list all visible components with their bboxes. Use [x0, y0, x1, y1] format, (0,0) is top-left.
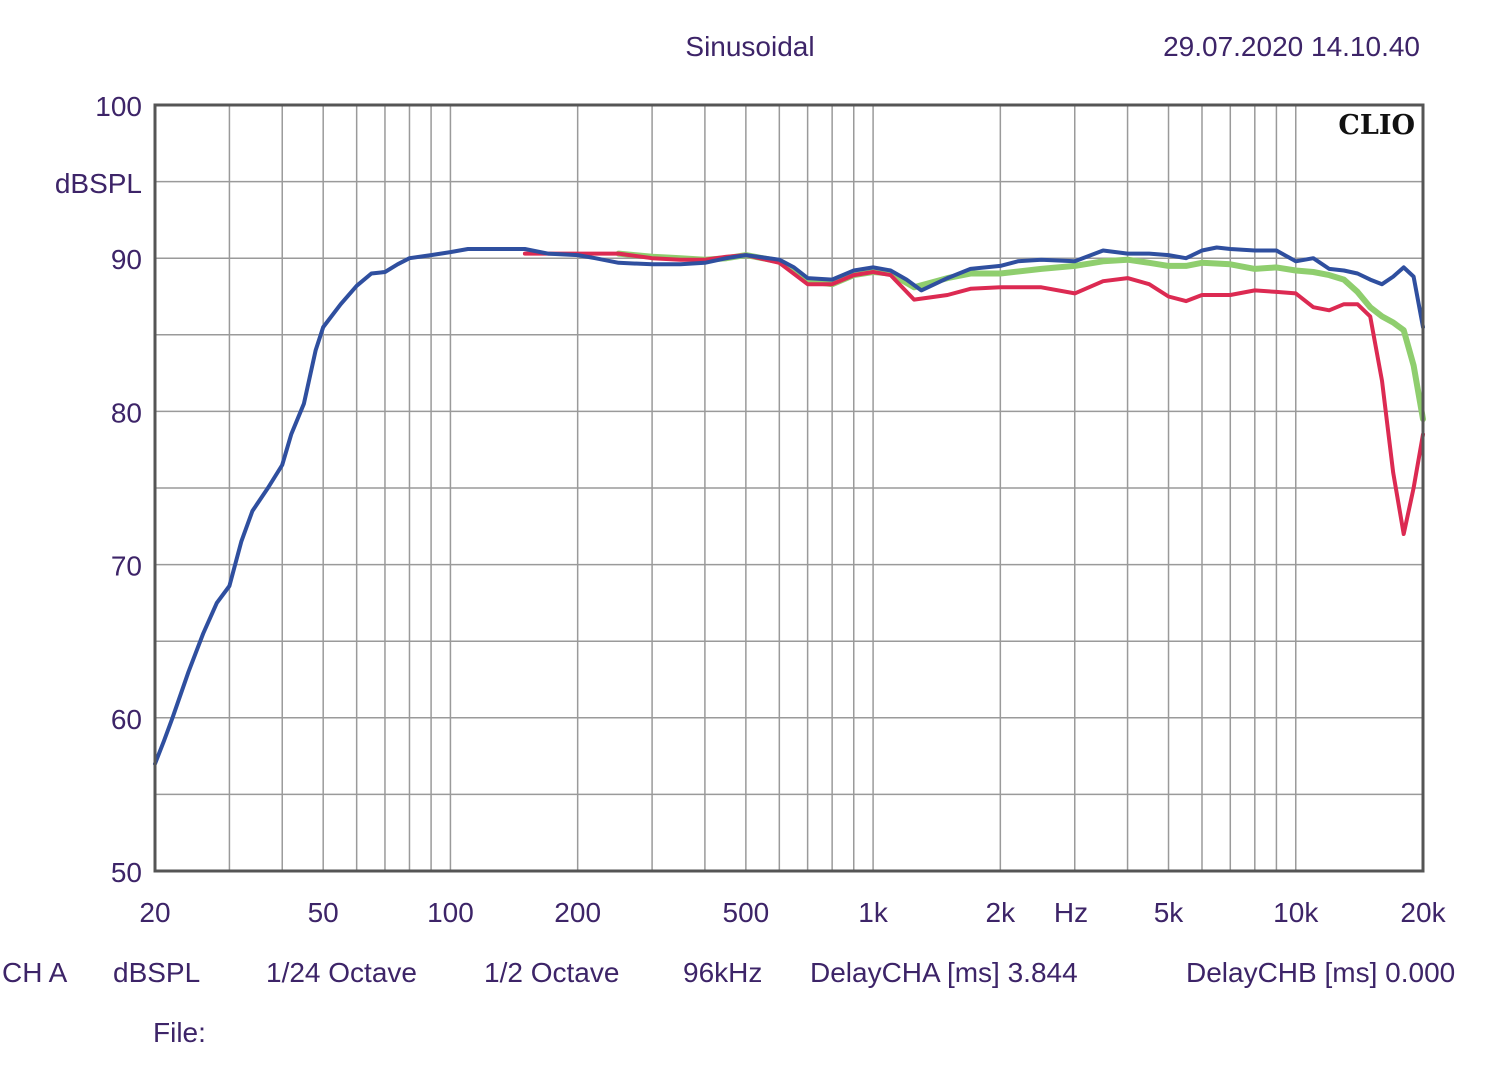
delay-cha-label: DelayCHA [ms] 3.844	[810, 957, 1078, 988]
x-tick-label: 1k	[858, 897, 889, 928]
series-line-0	[615, 250, 1426, 423]
resolution-label: 1/24 Octave	[266, 957, 417, 988]
datetime-label: 29.07.2020 14.10.40	[1163, 31, 1420, 62]
x-tick-label: 20	[139, 897, 170, 928]
sample-rate-label: 96kHz	[683, 957, 762, 988]
series-line-2	[153, 245, 1425, 766]
file-label: File:	[153, 1017, 206, 1048]
x-tick-label: 200	[554, 897, 601, 928]
smoothing-label: 1/2 Octave	[484, 957, 619, 988]
x-axis-unit-label: Hz	[1054, 897, 1088, 928]
y-tick-labels: 100 90 80 70 60 50	[95, 91, 142, 888]
unit-label: dBSPL	[113, 957, 200, 988]
x-tick-label: 10k	[1273, 897, 1319, 928]
mode-label: Sinusoidal	[685, 31, 814, 62]
y-tick-label: 90	[111, 244, 142, 275]
chart-series-group	[153, 245, 1426, 766]
x-tick-labels: 20 50 100 200 500 1k 2k 5k 10k 20k	[139, 897, 1446, 928]
channel-label: CH A	[2, 957, 68, 988]
x-tick-label: 100	[427, 897, 474, 928]
series-line-1	[522, 251, 1425, 536]
y-tick-label: 60	[111, 704, 142, 735]
x-tick-label: 5k	[1154, 897, 1185, 928]
y-tick-label: 80	[111, 397, 142, 428]
y-tick-label: 100	[95, 91, 142, 122]
y-tick-label: 50	[111, 857, 142, 888]
y-axis-label: dBSPL	[55, 168, 142, 199]
chart-grid	[155, 105, 1423, 871]
brand-logo: CLIO	[1338, 110, 1415, 141]
x-tick-label: 500	[723, 897, 770, 928]
plot-frame	[153, 103, 1425, 873]
x-tick-label: 50	[308, 897, 339, 928]
x-tick-label: 20k	[1400, 897, 1446, 928]
delay-chb-label: DelayCHB [ms] 0.000	[1186, 957, 1455, 988]
x-tick-label: 2k	[986, 897, 1017, 928]
y-tick-label: 70	[111, 551, 142, 582]
